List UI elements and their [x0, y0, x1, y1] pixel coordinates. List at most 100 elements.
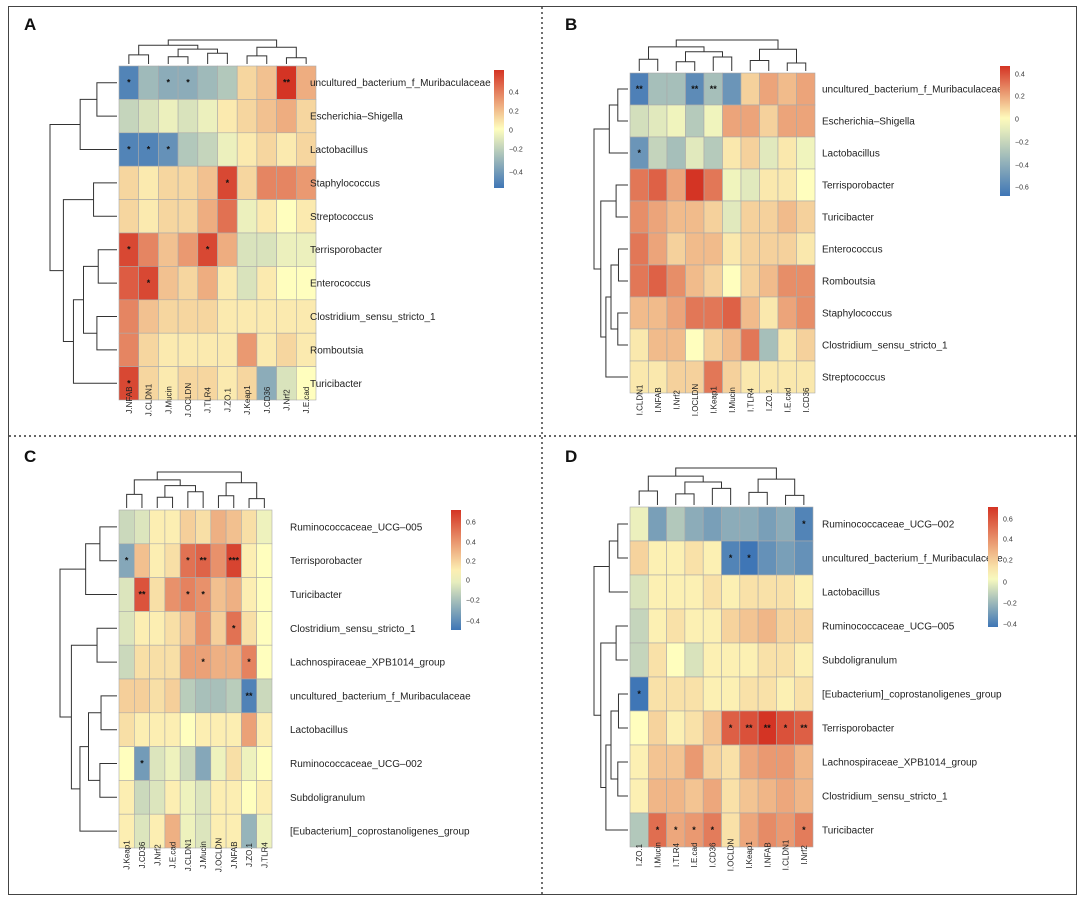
column-label: J.Keap1	[123, 840, 132, 870]
colorbar-tick-label: −0.4	[466, 619, 480, 626]
heatmap-cell	[796, 360, 816, 394]
heatmap-cell	[256, 65, 277, 100]
heatmap-cell	[149, 577, 166, 612]
colorbar-tick-label: 0.2	[1015, 94, 1025, 101]
heatmap-cell	[757, 812, 777, 848]
heatmap-cell	[629, 642, 649, 678]
significance-mark: *	[729, 723, 733, 733]
heatmap-cell	[195, 712, 212, 747]
heatmap-cell	[256, 644, 273, 680]
heatmap-cell	[197, 266, 218, 301]
row-label: Terrisporobacter	[290, 556, 363, 567]
heatmap-cell	[118, 299, 140, 334]
row-label: Lactobacillus	[822, 149, 880, 160]
heatmap-cell	[179, 611, 196, 646]
heatmap-cell	[684, 642, 704, 678]
heatmap-cell	[629, 540, 649, 576]
column-label: J.TLR4	[204, 387, 213, 413]
heatmap-cell	[629, 506, 649, 542]
heatmap-cell	[118, 644, 135, 680]
heatmap-cell	[177, 266, 199, 301]
panel-letter: A	[24, 15, 36, 34]
heatmap-cell	[195, 611, 212, 646]
heatmap-cell	[703, 328, 723, 362]
heatmap-cell	[647, 710, 667, 746]
heatmap-cell	[276, 199, 297, 234]
column-label: I.OCLDN	[727, 839, 736, 872]
colorbar-tick-label: 0.4	[1003, 537, 1013, 544]
heatmap-cell	[739, 608, 759, 644]
heatmap-cell	[118, 266, 140, 301]
heatmap-cell	[776, 744, 796, 780]
significance-mark: *	[201, 657, 205, 667]
heatmap-cell	[685, 296, 705, 330]
heatmap-cell	[149, 509, 166, 545]
significance-mark: *	[186, 590, 190, 600]
heatmap-cell	[629, 232, 649, 266]
heatmap-cell	[740, 200, 760, 234]
heatmap-cell	[647, 778, 667, 814]
heatmap-cell	[777, 104, 797, 138]
column-label: J.CD36	[263, 386, 272, 413]
heatmap-cell	[722, 264, 742, 298]
column-label: I.NFAB	[654, 387, 663, 412]
column-label: I.Nrf2	[672, 390, 681, 410]
column-label: I.Keap1	[709, 386, 718, 414]
heatmap-cell	[179, 780, 196, 815]
heatmap-cell	[149, 678, 166, 714]
heatmap-cell	[721, 676, 741, 712]
heatmap-cell	[138, 99, 159, 134]
heatmap-cell	[666, 642, 686, 678]
heatmap-cell	[685, 200, 705, 234]
column-label: J.CLDN1	[145, 383, 154, 416]
heatmap-cell	[118, 509, 135, 545]
heatmap-cell	[276, 232, 297, 267]
significance-mark: *	[127, 78, 131, 88]
heatmap-cell	[703, 264, 723, 298]
heatmap-cell	[722, 296, 742, 330]
heatmap-cell	[776, 506, 796, 542]
heatmap-cell	[684, 540, 704, 576]
heatmap-cell	[794, 540, 814, 576]
panel-letter: B	[565, 15, 577, 34]
heatmap-cell	[225, 712, 242, 747]
row-label: [Eubacterium]_coprostanoligenes_group	[290, 827, 470, 838]
colorbar	[451, 510, 461, 630]
heatmap-cell	[777, 232, 797, 266]
significance-mark: **	[764, 723, 772, 733]
significance-mark: *	[127, 245, 131, 255]
heatmap-cell	[740, 104, 760, 138]
heatmap-cell	[666, 506, 686, 542]
heatmap-cell	[721, 608, 741, 644]
row-dendrogram	[59, 526, 117, 832]
heatmap-cell	[179, 644, 196, 680]
heatmap-cell	[666, 360, 686, 394]
heatmap-cell	[118, 611, 135, 646]
heatmap-cell	[776, 676, 796, 712]
significance-mark: *	[637, 148, 641, 158]
column-label: I.TLR4	[746, 387, 755, 412]
column-label: J.NFAB	[125, 386, 134, 413]
heatmap-cell	[629, 812, 649, 848]
heatmap-cell	[777, 200, 797, 234]
column-label: I.Mucin	[653, 842, 662, 868]
heatmap-cell	[685, 232, 705, 266]
heatmap-cell	[684, 710, 704, 746]
heatmap-cell	[236, 299, 258, 334]
colorbar-tick-label: −0.4	[509, 170, 523, 177]
heatmap-cell	[776, 642, 796, 678]
row-label: Lactobacillus	[290, 725, 348, 736]
heatmap-cell	[158, 299, 179, 334]
heatmap-cell	[149, 543, 166, 578]
heatmap-cell	[276, 332, 297, 367]
heatmap-cell	[149, 611, 166, 646]
row-label: Subdoligranulum	[822, 656, 897, 667]
heatmap-cell	[757, 744, 777, 780]
heatmap-cell	[666, 200, 686, 234]
heatmap-cell	[759, 168, 779, 202]
colorbar-tick-label: 0	[509, 128, 513, 135]
row-label: Lachnospiraceae_XPB1014_group	[822, 758, 978, 769]
heatmap-cell	[210, 611, 227, 646]
heatmap-cell	[236, 232, 258, 267]
heatmap-cell	[647, 642, 667, 678]
